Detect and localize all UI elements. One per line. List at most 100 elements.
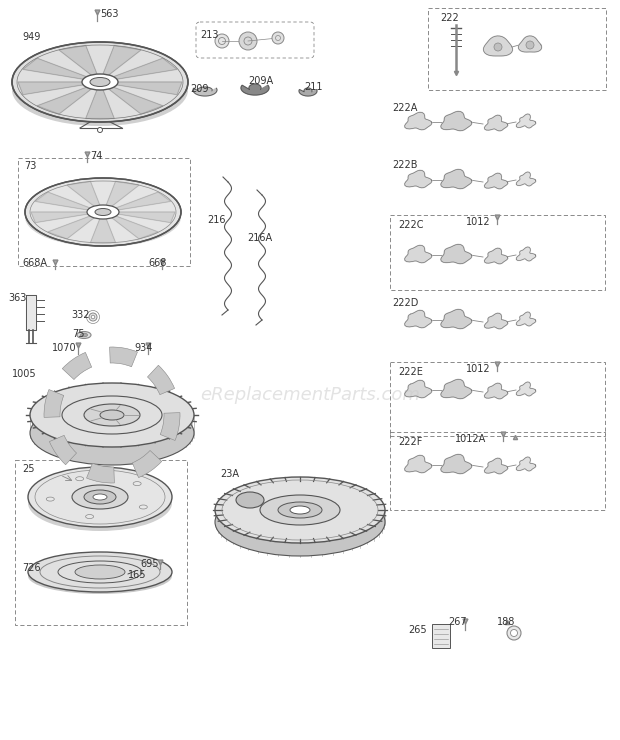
- Ellipse shape: [28, 558, 172, 594]
- Polygon shape: [110, 215, 158, 239]
- Ellipse shape: [215, 488, 385, 556]
- Ellipse shape: [46, 497, 55, 501]
- Wedge shape: [50, 435, 76, 465]
- Polygon shape: [516, 172, 536, 186]
- Polygon shape: [241, 84, 269, 95]
- Text: 934: 934: [134, 343, 153, 353]
- Polygon shape: [441, 244, 472, 263]
- Polygon shape: [67, 181, 100, 208]
- Text: 73: 73: [24, 161, 37, 171]
- Ellipse shape: [12, 42, 188, 122]
- Text: v9: v9: [410, 382, 418, 388]
- Text: 75: 75: [72, 329, 84, 339]
- Polygon shape: [516, 312, 536, 326]
- Polygon shape: [484, 173, 508, 189]
- Text: 222C: 222C: [398, 220, 423, 230]
- Polygon shape: [26, 295, 36, 330]
- Polygon shape: [116, 212, 175, 223]
- Text: 222B: 222B: [392, 160, 417, 170]
- Polygon shape: [484, 115, 508, 131]
- Bar: [390, 362, 605, 436]
- Text: 209A: 209A: [248, 76, 273, 86]
- Circle shape: [215, 34, 229, 48]
- Text: 222E: 222E: [398, 367, 423, 377]
- Wedge shape: [132, 451, 162, 477]
- Polygon shape: [516, 114, 536, 128]
- Polygon shape: [35, 192, 92, 210]
- Polygon shape: [405, 380, 432, 398]
- Circle shape: [89, 313, 97, 321]
- Polygon shape: [105, 181, 139, 208]
- Text: 25: 25: [22, 464, 35, 474]
- Polygon shape: [441, 454, 472, 474]
- Polygon shape: [107, 87, 163, 114]
- Text: 563: 563: [100, 9, 118, 19]
- Polygon shape: [484, 313, 508, 329]
- Ellipse shape: [140, 505, 148, 509]
- Polygon shape: [484, 383, 508, 399]
- Polygon shape: [405, 310, 432, 328]
- Ellipse shape: [82, 74, 118, 90]
- Circle shape: [451, 250, 461, 260]
- Circle shape: [451, 315, 461, 325]
- Ellipse shape: [95, 209, 111, 215]
- Polygon shape: [114, 82, 182, 95]
- Polygon shape: [441, 111, 472, 131]
- Circle shape: [510, 630, 518, 636]
- Polygon shape: [31, 212, 90, 223]
- Polygon shape: [516, 247, 536, 261]
- Text: 213: 213: [200, 30, 218, 40]
- Polygon shape: [86, 89, 114, 118]
- Polygon shape: [193, 87, 217, 96]
- Polygon shape: [484, 36, 513, 56]
- Text: 265: 265: [408, 625, 427, 635]
- Circle shape: [494, 43, 502, 51]
- Wedge shape: [148, 366, 175, 394]
- Polygon shape: [405, 245, 432, 263]
- Circle shape: [239, 32, 257, 50]
- Text: 726: 726: [22, 563, 41, 573]
- Ellipse shape: [25, 187, 181, 247]
- Polygon shape: [18, 82, 86, 95]
- Text: 222F: 222F: [398, 437, 422, 447]
- Text: 668: 668: [148, 258, 166, 268]
- Bar: [390, 215, 605, 290]
- Ellipse shape: [84, 490, 116, 504]
- Text: 216A: 216A: [247, 233, 272, 243]
- Ellipse shape: [260, 495, 340, 525]
- Text: 74: 74: [90, 151, 102, 161]
- Circle shape: [91, 315, 95, 319]
- Ellipse shape: [12, 54, 188, 126]
- Ellipse shape: [236, 492, 264, 508]
- Polygon shape: [405, 455, 432, 473]
- Polygon shape: [23, 58, 89, 80]
- Bar: [428, 8, 606, 90]
- Text: 668A: 668A: [22, 258, 47, 268]
- Text: 1012: 1012: [466, 217, 490, 227]
- Wedge shape: [44, 389, 64, 417]
- Bar: [432, 624, 450, 648]
- Polygon shape: [59, 46, 97, 76]
- Circle shape: [451, 117, 461, 127]
- Wedge shape: [110, 347, 138, 367]
- Ellipse shape: [86, 514, 94, 519]
- Polygon shape: [102, 46, 141, 76]
- Text: 222D: 222D: [392, 298, 419, 308]
- Circle shape: [451, 460, 461, 470]
- Ellipse shape: [100, 410, 124, 420]
- Polygon shape: [516, 457, 536, 471]
- Polygon shape: [112, 58, 177, 80]
- Circle shape: [526, 41, 534, 49]
- Ellipse shape: [30, 383, 194, 447]
- Ellipse shape: [290, 506, 310, 514]
- Text: 209: 209: [190, 84, 208, 94]
- Wedge shape: [87, 463, 114, 483]
- Ellipse shape: [90, 78, 110, 87]
- Ellipse shape: [72, 485, 128, 509]
- Ellipse shape: [28, 552, 172, 592]
- Circle shape: [451, 175, 461, 185]
- Polygon shape: [37, 87, 92, 114]
- Text: 23A: 23A: [220, 469, 239, 479]
- Text: 222A: 222A: [392, 103, 417, 113]
- Circle shape: [97, 127, 102, 132]
